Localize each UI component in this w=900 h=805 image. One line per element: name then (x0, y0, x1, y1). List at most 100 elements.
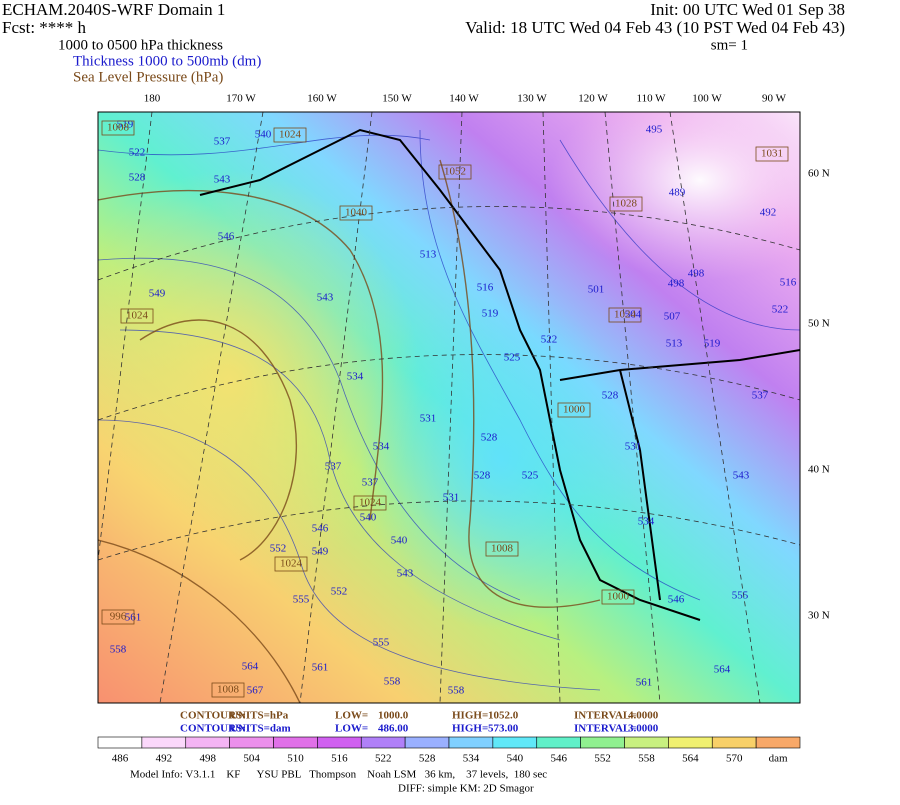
colorbar-label: 504 (243, 753, 260, 765)
pressure-label: 1024 (279, 129, 302, 141)
smoothing: sm= 1 (711, 37, 748, 53)
contour-labels: 519 522 528 537 540 543 546 549 543 513 516 519 525 5… (101, 119, 797, 698)
map-frame (97, 111, 801, 704)
thickness-label: 507 (664, 311, 681, 323)
warm-ridge (98, 170, 420, 590)
colorbar-box (141, 736, 187, 749)
colorbar-label: 528 (419, 753, 436, 765)
lat-label: 60 N (808, 168, 830, 180)
thickness-label: 537 (752, 390, 769, 402)
pressure-label-box (211, 682, 245, 698)
pressure-label: 996 (110, 611, 127, 623)
thickness-label: 528 (481, 432, 498, 444)
thickness-label: 498 (668, 278, 685, 290)
colorbar-box (668, 736, 713, 749)
colorbar-label: 510 (287, 753, 304, 765)
pressure-label: 1008 (491, 543, 514, 555)
model-title: ECHAM.2040S-WRF Domain 1 (2, 0, 225, 19)
thickness-label: 531 (625, 441, 642, 453)
colorbar-label: 522 (375, 753, 392, 765)
model-info: Model Info: V3.1.1 KF YSU PBL Thompson N… (130, 769, 547, 781)
thickness-label: 492 (760, 207, 777, 219)
contour-info-item: UNITS=hPa (230, 710, 289, 722)
colorbar-box (273, 736, 318, 749)
lon-label: 130 W (517, 93, 547, 105)
pressure-label-box (353, 495, 387, 511)
thickness-label: 531 (420, 413, 437, 425)
contour-info-item: CONTOURS: (180, 723, 246, 735)
colorbar-box (755, 736, 801, 749)
thickness-label: 540 (391, 535, 408, 547)
colorbar-box (624, 736, 669, 749)
pressure-label: 1028 (615, 198, 638, 210)
thickness-label: 543 (214, 174, 231, 186)
pressure-label-box (101, 609, 135, 625)
colorbar-box (492, 736, 538, 749)
contour-info-item: LOW= (335, 710, 368, 722)
colorbar-box (185, 736, 230, 749)
pressure-label-box (601, 589, 635, 605)
thickness-label: 552 (331, 586, 348, 598)
thickness-label: 555 (732, 590, 749, 602)
contour-info-item: UNITS=dam (230, 723, 291, 735)
thickness-label: 567 (247, 685, 264, 697)
thickness-label: 561 (636, 677, 653, 689)
colorbar-label: 564 (682, 753, 699, 765)
lon-label: 110 W (636, 93, 666, 105)
pressure-label-box (755, 146, 789, 162)
init-time: Init: 00 UTC Wed 01 Sep 38 (650, 0, 845, 19)
contour-info-item: LOW= (335, 723, 368, 735)
contour-info-item: INTERVAL= (574, 723, 637, 735)
diff-info: DIFF: simple KM: 2D Smagor (398, 783, 534, 795)
thickness-contours (98, 129, 800, 691)
thickness-label: 549 (149, 288, 166, 300)
forecast-hour: Fcst: **** h (2, 18, 87, 37)
pressure-label: 1008 (107, 122, 130, 134)
field-name: 1000 to 0500 hPa thickness (58, 37, 223, 53)
graticule (98, 112, 800, 703)
pressure-label: 1024 (280, 558, 303, 570)
colorbar-label: 498 (199, 753, 216, 765)
colorbar-box (711, 736, 757, 749)
contour-info-item: HIGH= (452, 723, 488, 735)
pressure-label-box (101, 120, 135, 136)
thickness-label: 534 (373, 441, 390, 453)
thickness-label: 561 (312, 662, 329, 674)
thickness-label: 540 (360, 512, 377, 524)
coastlines (199, 128, 800, 621)
lon-label: 100 W (692, 93, 722, 105)
thickness-label: 519 (117, 119, 134, 131)
map-field: 519 522 528 537 540 543 546 549 543 513 516 519 525 5… (98, 112, 800, 703)
thickness-label: 543 (317, 292, 334, 304)
thickness-label: 522 (541, 334, 558, 346)
contour-info-item: CONTOURS: (180, 710, 246, 722)
contour-info-item: HIGH= (452, 710, 488, 722)
pressure-label: 1052 (444, 166, 466, 178)
thickness-label: 525 (504, 352, 521, 364)
pressure-contours (98, 159, 601, 703)
thickness-label: 564 (714, 664, 731, 676)
lat-label: 40 N (808, 464, 830, 476)
colorbar-box (317, 736, 362, 749)
thickness-label: 513 (666, 338, 683, 350)
thickness-label: 546 (668, 594, 685, 606)
colorbar-label: 546 (550, 753, 567, 765)
legend-thickness: Thickness 1000 to 500mb (dm) (73, 53, 261, 69)
colorbar-box (448, 736, 494, 749)
thickness-label: 558 (448, 685, 465, 697)
contour-info-item: 3.0000 (628, 723, 659, 735)
contour-info: CONTOURS:UNITS=hPa LOW= 1000.0 HIGH= 1052.0 I… (180, 710, 659, 735)
thickness-label: 528 (129, 172, 146, 184)
thickness-label: 546 (312, 523, 329, 535)
colorbar-label: 516 (331, 753, 348, 765)
thickness-label: 555 (293, 594, 310, 606)
colorbar-label: 534 (463, 753, 480, 765)
pressure-label-box (273, 127, 307, 143)
thickness-label: 555 (373, 637, 390, 649)
thickness-label: 498 (688, 268, 705, 280)
colorbar-label: 540 (507, 753, 524, 765)
contour-info-item: 4.0000 (628, 710, 659, 722)
colorbar-box (97, 736, 143, 749)
thickness-label: 546 (218, 231, 235, 243)
